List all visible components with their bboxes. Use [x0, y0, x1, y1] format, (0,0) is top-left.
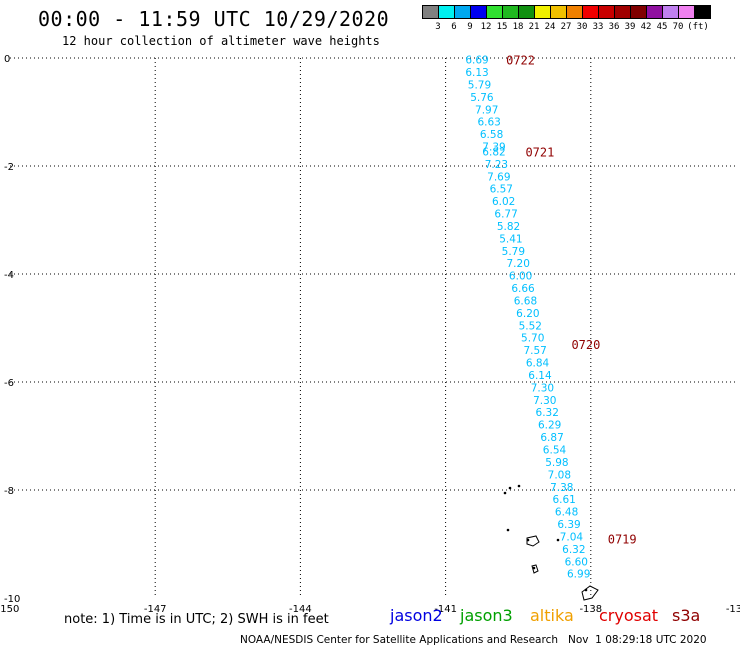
satellite-label-cryosat: cryosat [599, 606, 659, 625]
satellite-label-jason2: jason2 [390, 606, 443, 625]
swh-data-label: 6.29 [538, 420, 561, 432]
swh-data-label: 5.82 [497, 221, 520, 233]
satellite-label-altika: altika [530, 606, 574, 625]
swh-data-label: 5.52 [519, 320, 542, 332]
swh-data-label: 7.39 [482, 142, 505, 154]
island-outline [526, 535, 540, 547]
x-tick-label: -144 [289, 604, 312, 615]
island-mark [506, 528, 510, 532]
color-scale-label: 21 [528, 22, 540, 32]
swh-data-label: 7.04 [560, 531, 584, 543]
island-outline [531, 564, 539, 574]
y-tick-label: 0 [4, 54, 10, 65]
swh-data-label: 5.70 [521, 333, 544, 345]
island-mark [517, 484, 521, 488]
x-tick-label: -138 [579, 604, 602, 615]
swh-data-label: 7.69 [487, 171, 510, 183]
y-tick-label: -8 [4, 486, 14, 497]
color-scale-label: 39 [624, 22, 636, 32]
swh-data-label: 7.20 [507, 258, 530, 270]
swh-data-label: 6.13 [465, 67, 488, 79]
y-tick-label: -10 [4, 594, 20, 605]
color-swatch [694, 5, 711, 19]
swh-data-label: 6.54 [543, 445, 567, 457]
pass-time-label: 0722 [506, 54, 535, 68]
footer-credit: NOAA/NESDIS Center for Satellite Applica… [240, 634, 707, 646]
y-tick-label: -4 [4, 270, 14, 281]
color-scale-label: 24 [544, 22, 556, 32]
x-tick-label: -147 [144, 604, 167, 615]
color-scale-label: 36 [608, 22, 620, 32]
swh-data-label: 6.39 [557, 519, 580, 531]
satellite-label-jason3: jason3 [460, 606, 513, 625]
x-tick-label: -141 [434, 604, 457, 615]
swh-data-label: 7.23 [485, 159, 508, 171]
swh-data-label: 7.97 [475, 104, 498, 116]
swh-data-label: 5.79 [502, 246, 525, 258]
swh-data-label: 6.02 [492, 196, 515, 208]
swh-data-label: 7.57 [523, 345, 546, 357]
swh-data-label: 6.32 [562, 544, 585, 556]
color-scale-legend [422, 5, 711, 19]
swh-data-label: 6.48 [555, 507, 578, 519]
color-scale-label: 3 [435, 22, 441, 32]
color-scale-label: 15 [496, 22, 508, 32]
swh-data-label: 6.20 [516, 308, 539, 320]
swh-data-label: 6.57 [490, 184, 513, 196]
color-scale-label: 12 [480, 22, 492, 32]
color-scale-label: 30 [576, 22, 588, 32]
swh-data-label: 6.14 [528, 370, 552, 382]
color-scale-label: 9 [467, 22, 473, 32]
swh-data-label: 6.63 [477, 117, 500, 129]
note-text: note: 1) Time is in UTC; 2) SWH is in fe… [64, 612, 329, 627]
color-scale-label: 27 [560, 22, 572, 32]
swh-data-label: 5.98 [545, 457, 568, 469]
swh-data-label: 6.32 [536, 407, 559, 419]
chart-title: 00:00 - 11:59 UTC 10/29/2020 [38, 7, 390, 31]
island-outline [581, 585, 599, 601]
color-scale-label: 33 [592, 22, 604, 32]
color-scale-label: 18 [512, 22, 524, 32]
pass-time-label: 0721 [525, 145, 554, 159]
island-mark [508, 486, 512, 490]
swh-data-label: 6.69 [465, 55, 488, 67]
island-mark [556, 538, 560, 542]
y-tick-label: -6 [4, 378, 14, 389]
x-tick-label: -150 [0, 604, 19, 615]
swh-data-label: 6.61 [552, 494, 575, 506]
chart-subtitle: 12 hour collection of altimeter wave hei… [62, 34, 380, 48]
swh-data-label: 5.79 [468, 79, 491, 91]
swh-data-label: 6.82 [482, 146, 505, 158]
swh-data-label: 6.00 [509, 271, 532, 283]
swh-data-label: 6.77 [494, 209, 517, 221]
swh-data-label: 7.38 [550, 482, 573, 494]
island-mark [532, 566, 536, 570]
swh-data-label: 7.30 [531, 382, 554, 394]
swh-data-label: 6.68 [514, 295, 537, 307]
swh-data-label: 6.66 [511, 283, 535, 295]
swh-data-label: 6.84 [526, 358, 550, 370]
y-tick-label: -2 [4, 162, 14, 173]
color-scale-label: 45 [656, 22, 668, 32]
x-tick-label: -13 [726, 604, 740, 615]
color-scale-label: (ft) [687, 22, 709, 32]
pass-time-label: 0719 [608, 533, 637, 547]
swh-data-label: 6.99 [567, 569, 590, 581]
color-scale-label: 42 [640, 22, 652, 32]
island-mark [503, 491, 507, 495]
swh-data-label: 5.41 [499, 233, 522, 245]
pass-time-label: 0720 [571, 338, 600, 352]
swh-data-label: 7.08 [548, 469, 571, 481]
color-scale-label: 6 [451, 22, 457, 32]
satellite-label-s3a: s3a [672, 606, 701, 625]
swh-data-label: 6.58 [480, 129, 503, 141]
color-scale-label: 70 [672, 22, 684, 32]
swh-data-label: 5.76 [470, 92, 494, 104]
swh-data-label: 6.87 [540, 432, 563, 444]
swh-data-label: 7.30 [533, 395, 556, 407]
swh-data-label: 6.60 [565, 556, 588, 568]
